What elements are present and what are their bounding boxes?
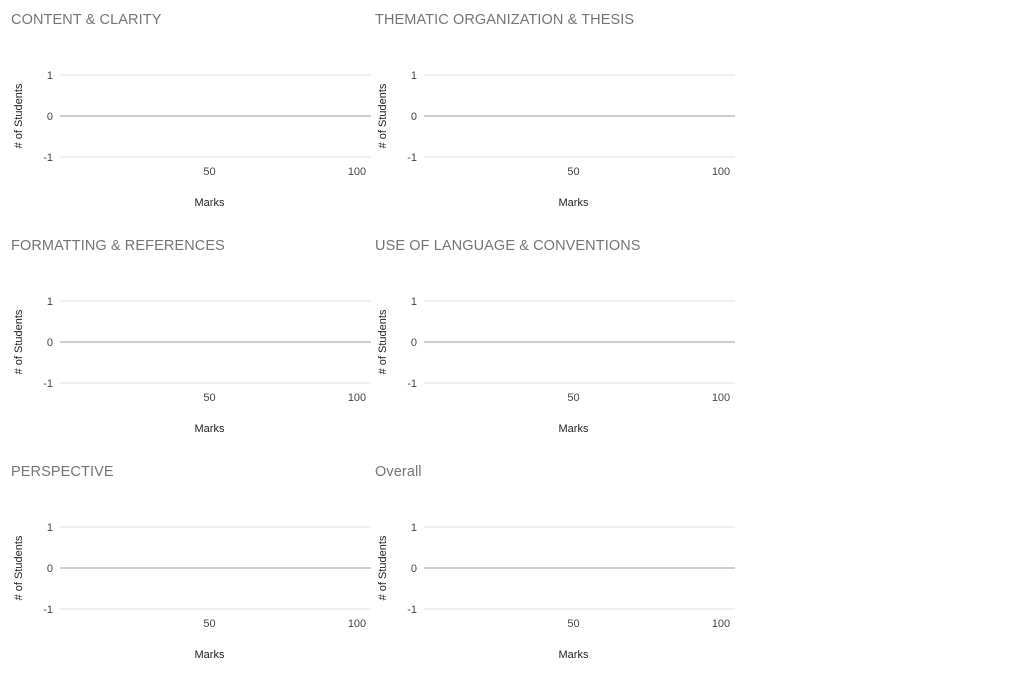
y-axis-title: # of Students — [13, 535, 25, 600]
chart-title: FORMATTING & REFERENCES — [11, 238, 225, 254]
y-tick-label: 0 — [47, 111, 53, 123]
x-tick-label: 100 — [348, 392, 366, 404]
charts-grid: CONTENT & CLARITY 1 0 -1 50 100 Marks # of Stu… — [0, 0, 735, 661]
x-axis-title: Marks — [559, 649, 589, 661]
chart-title: Overall — [375, 464, 422, 480]
y-tick-label: 0 — [411, 563, 417, 575]
y-tick-label: -1 — [43, 378, 53, 390]
y-axis-title: # of Students — [13, 83, 25, 148]
y-axis-title: # of Students — [377, 535, 389, 600]
y-tick-label: 1 — [411, 296, 417, 308]
x-axis-title: Marks — [195, 197, 225, 209]
x-tick-label: 50 — [203, 166, 215, 178]
x-axis-title: Marks — [195, 649, 225, 661]
x-axis-title: Marks — [195, 423, 225, 435]
y-axis-title: # of Students — [377, 309, 389, 374]
x-tick-label: 100 — [712, 392, 730, 404]
x-tick-label: 100 — [348, 166, 366, 178]
chart-plot: 1 0 -1 50 100 Marks # of Students — [13, 70, 371, 209]
chart-panel: PERSPECTIVE 1 0 -1 50 100 Marks # of Students — [0, 452, 371, 678]
y-tick-label: 0 — [411, 111, 417, 123]
x-tick-label: 50 — [203, 618, 215, 630]
chart-panel: Overall 1 0 -1 50 100 Marks # of Students — [364, 452, 735, 678]
y-tick-label: 0 — [411, 337, 417, 349]
chart-title: USE OF LANGUAGE & CONVENTIONS — [375, 238, 641, 254]
chart-panel: THEMATIC ORGANIZATION & THESIS 1 0 -1 50 100… — [364, 0, 735, 226]
chart-plot: 1 0 -1 50 100 Marks # of Students — [13, 296, 371, 435]
chart-panel: CONTENT & CLARITY 1 0 -1 50 100 Marks # of Stu… — [0, 0, 371, 226]
y-axis-title: # of Students — [13, 309, 25, 374]
y-tick-label: -1 — [43, 604, 53, 616]
x-axis-title: Marks — [559, 423, 589, 435]
y-tick-label: 1 — [47, 522, 53, 534]
y-tick-label: 1 — [47, 70, 53, 82]
chart-plot: 1 0 -1 50 100 Marks # of Students — [377, 70, 735, 209]
y-tick-label: -1 — [407, 604, 417, 616]
x-tick-label: 100 — [712, 166, 730, 178]
chart-plot: 1 0 -1 50 100 Marks # of Students — [377, 522, 735, 661]
y-tick-label: 1 — [47, 296, 53, 308]
y-tick-label: -1 — [407, 152, 417, 164]
x-tick-label: 50 — [567, 618, 579, 630]
x-tick-label: 100 — [348, 618, 366, 630]
y-tick-label: 0 — [47, 563, 53, 575]
x-tick-label: 50 — [203, 392, 215, 404]
x-tick-label: 50 — [567, 392, 579, 404]
y-tick-label: 1 — [411, 70, 417, 82]
y-tick-label: 1 — [411, 522, 417, 534]
x-tick-label: 50 — [567, 166, 579, 178]
chart-panel: USE OF LANGUAGE & CONVENTIONS 1 0 -1 50 100 M… — [364, 226, 735, 452]
y-tick-label: 0 — [47, 337, 53, 349]
y-tick-label: -1 — [43, 152, 53, 164]
chart-plot: 1 0 -1 50 100 Marks # of Students — [13, 522, 371, 661]
x-tick-label: 100 — [712, 618, 730, 630]
chart-title: CONTENT & CLARITY — [11, 12, 162, 28]
y-tick-label: -1 — [407, 378, 417, 390]
chart-plot: 1 0 -1 50 100 Marks # of Students — [377, 296, 735, 435]
y-axis-title: # of Students — [377, 83, 389, 148]
chart-panel: FORMATTING & REFERENCES 1 0 -1 50 100 Marks # … — [0, 226, 371, 452]
chart-title: THEMATIC ORGANIZATION & THESIS — [375, 12, 635, 28]
x-axis-title: Marks — [559, 197, 589, 209]
chart-title: PERSPECTIVE — [11, 464, 114, 480]
